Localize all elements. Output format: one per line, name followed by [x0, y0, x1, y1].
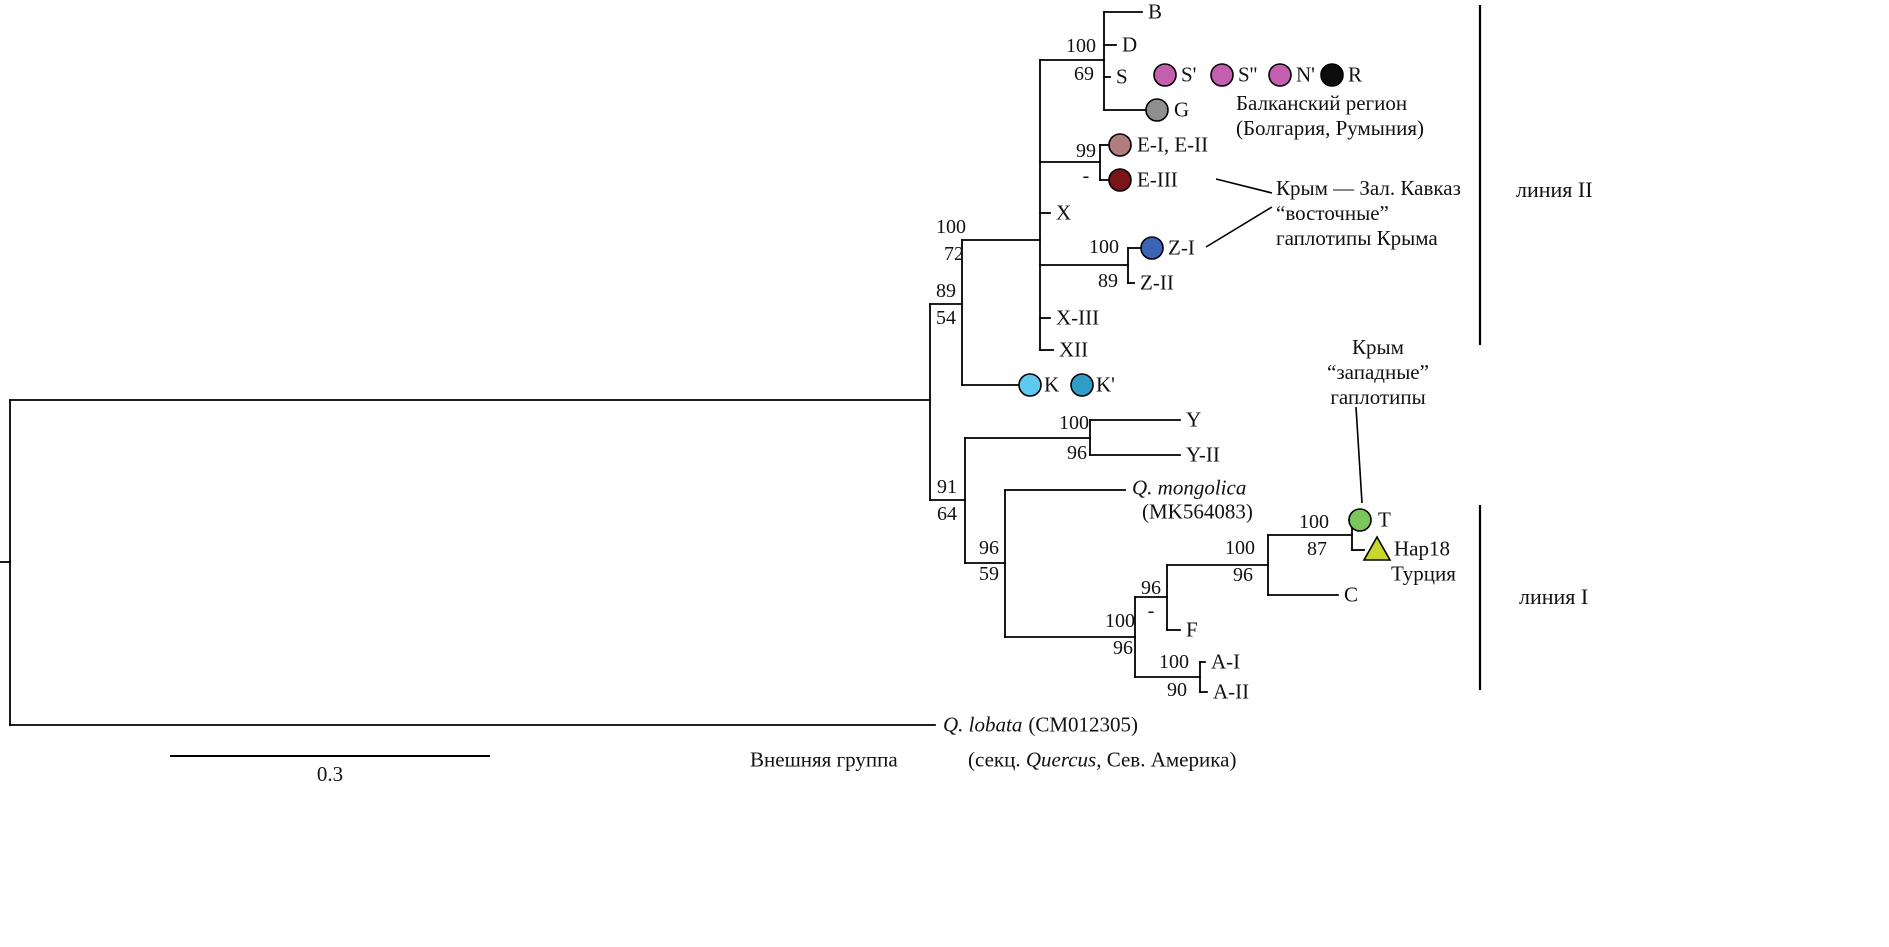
annotation-crimea-east: Крым — Зал. Кавказ “восточные” гаплотипы… — [1276, 176, 1461, 251]
tip-label-hap18: Hap18 — [1394, 536, 1450, 561]
annotation-east-line3: гаплотипы Крыма — [1276, 226, 1438, 250]
tip-label-hap18-location: Турция — [1391, 561, 1456, 586]
outgroup-note-post: , Сев. Америка) — [1096, 747, 1237, 772]
support-yy-bottom: 96 — [1067, 442, 1087, 464]
annotation-west-line1: Крым — [1352, 335, 1404, 359]
tip-label-y: Y — [1186, 407, 1202, 432]
support-yy-top: 100 — [1059, 412, 1089, 434]
support-e-bottom: - — [1082, 165, 1090, 187]
support-cf-top: 96 — [1141, 577, 1161, 599]
east-leader-to-z1 — [1205, 206, 1273, 248]
lobata-name: Q. lobata — [943, 712, 1023, 737]
support-mong-bottom: 59 — [979, 563, 999, 585]
support-aa-top: 100 — [1159, 651, 1189, 673]
tip-label-a2: A-II — [1213, 679, 1250, 704]
marker-s-prime — [1153, 63, 1177, 87]
tip-label-s: S — [1116, 64, 1128, 89]
marker-e12 — [1108, 133, 1132, 157]
support-e-top: 99 — [1076, 140, 1096, 162]
support-thc-top: 100 — [1225, 537, 1255, 559]
tip-label-r: R — [1348, 62, 1363, 87]
marker-z1 — [1140, 236, 1164, 260]
tip-label-k: K — [1044, 372, 1060, 397]
marker-k-prime — [1070, 373, 1094, 397]
support-th-top: 100 — [1299, 511, 1329, 533]
support-cf-bottom: - — [1147, 600, 1155, 622]
tip-label-z2: Z-II — [1140, 270, 1174, 295]
support-thc-bottom: 96 — [1233, 564, 1253, 586]
support-bdsg-top: 100 — [1066, 35, 1096, 57]
tip-label-e12: E-I, E-II — [1137, 132, 1209, 157]
outgroup-note-pre: (секц. — [968, 747, 1026, 772]
annotation-west-line3: гаплотипы — [1330, 385, 1426, 409]
annotation-east-line2: “восточные” — [1276, 201, 1389, 225]
support-lin1-bottom: 64 — [937, 503, 957, 525]
support-z-top: 100 — [1089, 236, 1119, 258]
support-lin2-bottom: 54 — [936, 307, 956, 329]
annotation-balkan-region: Балканский регион (Болгария, Румыния) — [1236, 91, 1424, 141]
support-lin1-top: 91 — [937, 476, 957, 498]
tip-label-f: F — [1186, 617, 1198, 642]
support-bdsg-bottom: 69 — [1074, 63, 1094, 85]
tip-label-a1: A-I — [1211, 649, 1241, 674]
marker-t — [1348, 508, 1372, 532]
tree-branches — [0, 11, 1365, 726]
support-core1-top: 100 — [1105, 610, 1135, 632]
tip-label-z1: Z-I — [1168, 235, 1195, 260]
marker-s-double — [1210, 63, 1234, 87]
tip-label-y2: Y-II — [1186, 442, 1220, 467]
annotation-balkan-line1: Балканский регион — [1236, 91, 1408, 115]
outgroup-note: (секц. Quercus, Сев. Америка) — [968, 747, 1237, 772]
support-aa-bottom: 90 — [1167, 679, 1187, 701]
leader-lines — [1205, 178, 1363, 504]
lineage2-label: линия II — [1516, 177, 1593, 202]
support-core1-bottom: 96 — [1113, 637, 1133, 659]
support-lin2core-top: 100 — [936, 216, 966, 238]
marker-n-prime — [1268, 63, 1292, 87]
marker-k — [1018, 373, 1042, 397]
marker-hap18-triangle — [1362, 535, 1392, 561]
haplotype-markers — [1018, 63, 1392, 561]
lineage1-label: линия I — [1519, 584, 1589, 609]
scale-bar-label: 0.3 — [316, 762, 344, 786]
support-lin2-top: 89 — [936, 280, 956, 302]
annotation-balkan-line2: (Болгария, Румыния) — [1236, 116, 1425, 140]
outgroup-note-taxon: Quercus — [1025, 747, 1097, 772]
west-leader-to-t — [1355, 406, 1363, 504]
east-leader-to-e3 — [1215, 178, 1273, 194]
outgroup-caption: Внешняя группа — [750, 747, 898, 772]
tip-label-mongolica-accession: (MK564083) — [1142, 499, 1253, 524]
marker-g — [1145, 98, 1169, 122]
tip-label-c: C — [1344, 582, 1359, 607]
support-th-bottom: 87 — [1307, 538, 1327, 560]
annotation-crimea-west: Крым “западные” гаплотипы — [1316, 335, 1440, 410]
tip-label-k-prime: K' — [1096, 372, 1115, 397]
annotation-west-line2: “западные” — [1327, 360, 1429, 384]
tip-label-x3: X-III — [1056, 305, 1100, 330]
tip-label-g: G — [1174, 97, 1190, 122]
marker-r — [1320, 63, 1344, 87]
tip-label-mongolica-name: Q. mongolica — [1132, 475, 1247, 500]
tip-label-n-prime: N' — [1296, 62, 1315, 87]
annotation-east-line1: Крым — Зал. Кавказ — [1276, 176, 1461, 200]
tip-label-e3: E-III — [1137, 167, 1178, 192]
support-mong-top: 96 — [979, 537, 999, 559]
marker-e3 — [1108, 168, 1132, 192]
tip-label-x: X — [1056, 200, 1072, 225]
tip-label-s-prime: S' — [1181, 62, 1197, 87]
support-lin2core-bottom: 72 — [944, 243, 964, 265]
tip-label-b: B — [1148, 0, 1163, 24]
tip-label-t: T — [1378, 507, 1391, 532]
tip-label-lobata: Q. lobata (CM012305) — [943, 712, 1139, 737]
tip-label-s-double: S'' — [1238, 62, 1258, 87]
tip-label-d: D — [1122, 32, 1138, 57]
lobata-accession: (CM012305) — [1028, 712, 1139, 737]
support-z-bottom: 89 — [1098, 270, 1118, 292]
tip-label-x12: XII — [1059, 337, 1089, 362]
